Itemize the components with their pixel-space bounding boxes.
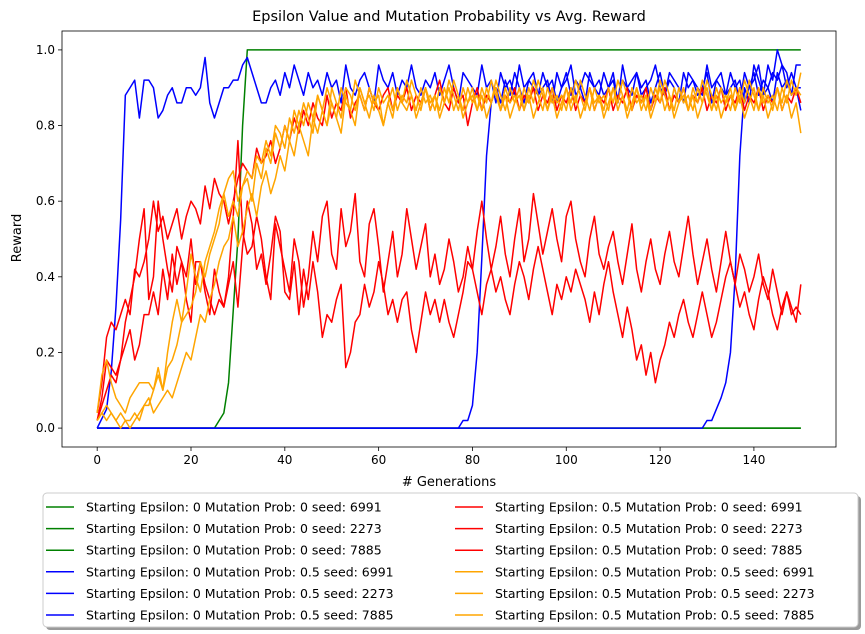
series-line-11 (96, 72, 802, 429)
legend-entry: Starting Epsilon: 0 Mutation Prob: 0.5 s… (86, 564, 394, 579)
legend-box (42, 492, 859, 628)
legend-entry: Starting Epsilon: 0.5 Mutation Prob: 0.5… (495, 608, 815, 623)
series-line-1 (97, 49, 801, 429)
x-tick-label: 120 (649, 453, 672, 467)
plot-lines (96, 49, 802, 429)
chart-title: Epsilon Value and Mutation Probability v… (252, 9, 646, 25)
y-tick-label: 0.4 (36, 270, 55, 284)
x-tick-label: 80 (465, 453, 480, 467)
x-tick-label: 100 (555, 453, 578, 467)
series-line-5 (97, 71, 801, 429)
series-line-9 (96, 200, 802, 421)
legend: Starting Epsilon: 0 Mutation Prob: 0 see… (42, 492, 861, 630)
x-tick-label: 40 (277, 453, 292, 467)
x-tick-label: 20 (183, 453, 198, 467)
y-tick-label: 0.0 (36, 421, 55, 435)
legend-entry: Starting Epsilon: 0 Mutation Prob: 0.5 s… (86, 586, 394, 601)
series-line-7 (96, 79, 802, 414)
x-tick-label: 140 (742, 453, 765, 467)
legend-entry: Starting Epsilon: 0.5 Mutation Prob: 0 s… (495, 500, 803, 515)
series-line-8 (96, 139, 802, 421)
y-axis-label: Reward (10, 214, 25, 262)
legend-entry: Starting Epsilon: 0.5 Mutation Prob: 0.5… (495, 586, 815, 601)
series-line-10 (96, 79, 802, 414)
legend-entry: Starting Epsilon: 0 Mutation Prob: 0.5 s… (86, 608, 394, 623)
y-tick-label: 0.6 (36, 194, 55, 208)
y-tick-label: 0.2 (36, 345, 55, 359)
legend-entry: Starting Epsilon: 0 Mutation Prob: 0 see… (86, 543, 382, 558)
legend-entry: Starting Epsilon: 0.5 Mutation Prob: 0 s… (495, 521, 803, 536)
x-tick-label: 0 (93, 453, 101, 467)
legend-entry: Starting Epsilon: 0 Mutation Prob: 0 see… (86, 500, 382, 515)
legend-entry: Starting Epsilon: 0.5 Mutation Prob: 0 s… (495, 543, 803, 558)
plot-frame (61, 30, 837, 448)
x-tick-label: 60 (371, 453, 386, 467)
series-line-12 (96, 86, 802, 429)
y-tick-label: 0.8 (36, 119, 55, 133)
legend-entry: Starting Epsilon: 0.5 Mutation Prob: 0.5… (495, 564, 815, 579)
y-axis: 0.0 0.2 0.4 0.6 0.8 1.0 (36, 43, 62, 435)
x-axis-label: # Generations (402, 475, 497, 490)
x-axis: 0 20 40 60 80 100 120 140 (93, 447, 765, 467)
y-tick-label: 1.0 (36, 43, 55, 57)
legend-entry: Starting Epsilon: 0 Mutation Prob: 0 see… (86, 521, 382, 536)
